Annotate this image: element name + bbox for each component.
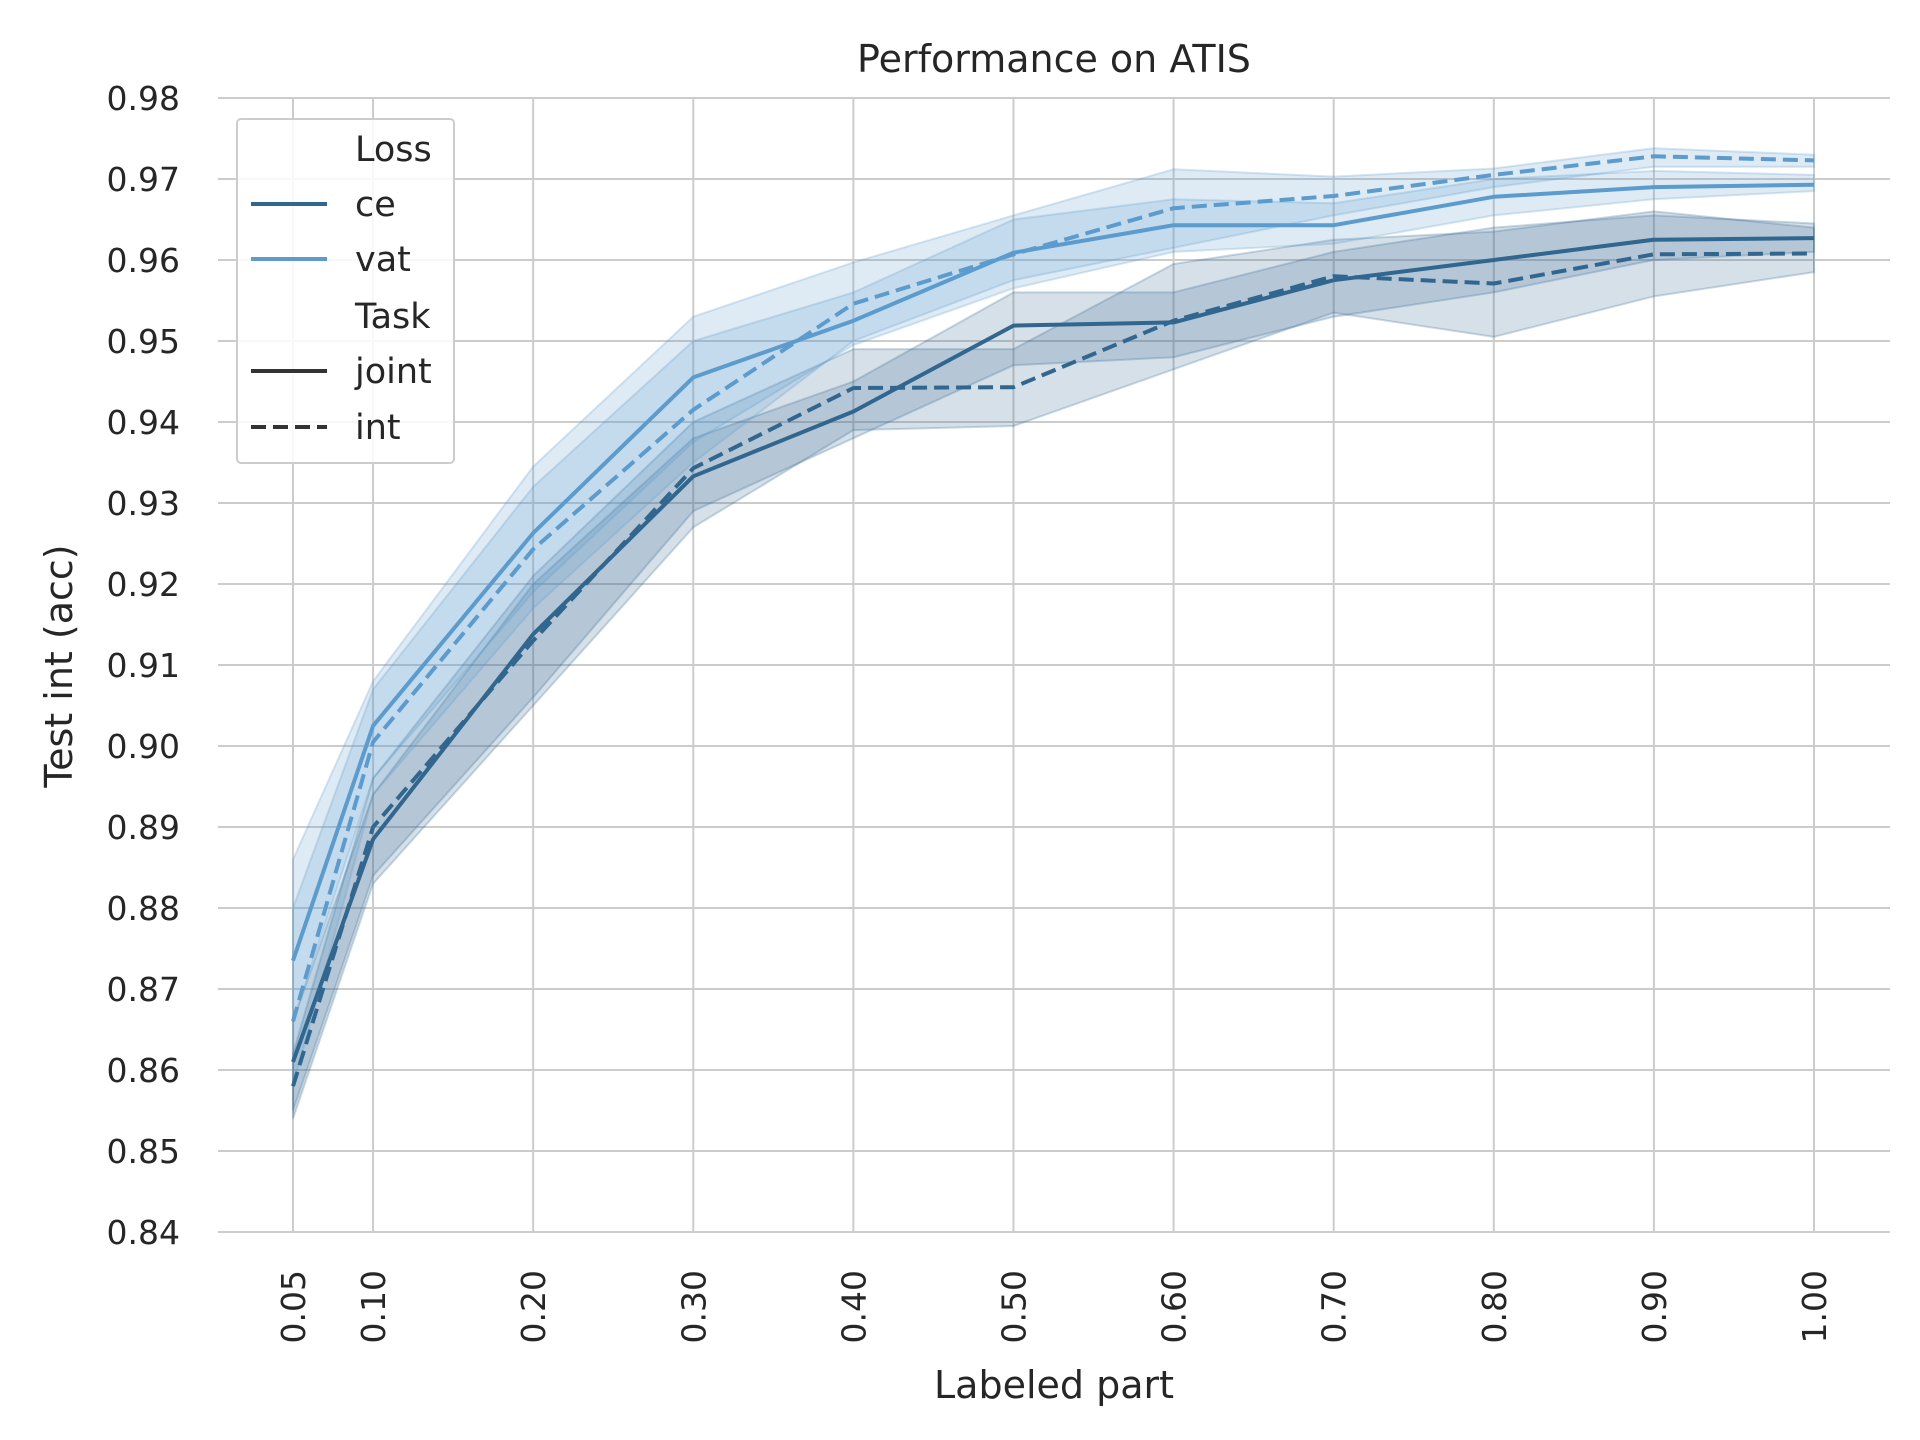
x-tick-label: 0.10 [354, 1270, 393, 1343]
legend-label-joint: joint [354, 352, 432, 392]
x-axis-title: Labeled part [934, 1363, 1174, 1407]
grid [218, 97, 1890, 1233]
y-tick-label: 0.98 [107, 79, 180, 118]
y-tick-label: 0.87 [107, 970, 180, 1009]
x-tick-label: 0.05 [274, 1270, 313, 1343]
x-tick-label: 0.80 [1475, 1270, 1514, 1343]
x-tick-labels: 0.05 0.10 0.20 0.30 0.40 0.50 0.60 0.70 0.80 0.90… [274, 1270, 1834, 1343]
y-axis-title: Test int (acc) [37, 544, 81, 788]
legend-label-int: int [355, 408, 401, 448]
y-tick-label: 0.85 [107, 1132, 180, 1171]
legend-box [236, 118, 455, 464]
y-tick-label: 0.97 [107, 160, 180, 199]
y-tick-label: 0.88 [107, 889, 180, 928]
y-tick-label: 0.86 [107, 1051, 180, 1090]
series-line-ce-int [291, 251, 1815, 1087]
y-tick-label: 0.89 [107, 808, 180, 847]
confidence-band-ce-joint [292, 214, 1815, 1111]
confidence-band-vat-joint [292, 169, 1815, 1022]
x-tick-label: 0.40 [834, 1270, 873, 1343]
confidence-band-vat-int [292, 147, 1815, 1087]
series-line-vat-int [291, 154, 1815, 1022]
confidence-band-ce-int [292, 210, 1815, 1119]
x-tick-label: 1.00 [1795, 1270, 1834, 1343]
confidence-bands [292, 147, 1815, 1119]
legend-group-title-loss: Loss [355, 130, 432, 170]
x-tick-label: 0.90 [1635, 1270, 1674, 1343]
chart-title: Performance on ATIS [857, 37, 1251, 81]
x-tick-label: 0.70 [1315, 1270, 1354, 1343]
legend-label-ce: ce [355, 185, 396, 225]
x-tick-label: 0.30 [674, 1270, 713, 1343]
legend: Loss ce vat Task joint int [236, 118, 455, 464]
x-tick-label: 0.60 [1155, 1270, 1194, 1343]
x-tick-label: 0.50 [994, 1270, 1033, 1343]
y-tick-label: 0.92 [107, 565, 180, 604]
x-tick-label: 0.20 [514, 1270, 553, 1343]
y-tick-label: 0.84 [107, 1213, 180, 1252]
legend-group-title-task: Task [354, 297, 431, 337]
y-tick-label: 0.94 [107, 403, 180, 442]
series-lines [291, 154, 1815, 1087]
y-tick-label: 0.93 [107, 484, 180, 523]
y-tick-label: 0.90 [107, 727, 180, 766]
y-tick-label: 0.95 [107, 322, 180, 361]
legend-label-vat: vat [355, 240, 411, 280]
series-line-ce-joint [291, 236, 1815, 1063]
y-tick-labels: 0.84 0.85 0.86 0.87 0.88 0.89 0.90 0.91 0.92 0.93… [107, 79, 180, 1252]
y-tick-label: 0.91 [107, 646, 180, 685]
y-tick-label: 0.96 [107, 241, 180, 280]
